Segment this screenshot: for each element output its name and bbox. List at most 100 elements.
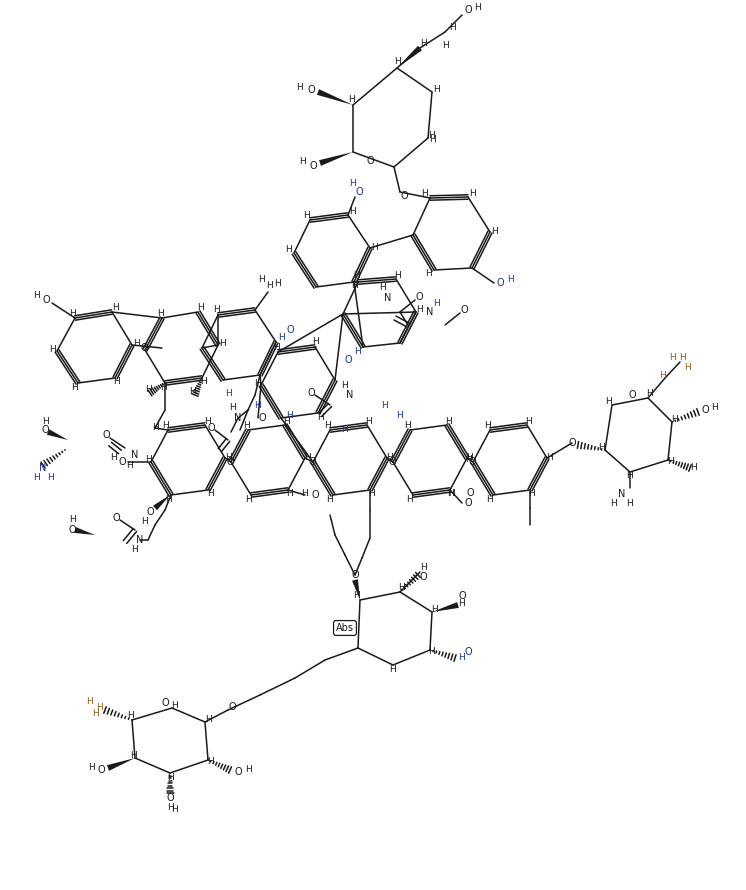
Text: H: H: [342, 381, 348, 390]
Text: H: H: [160, 383, 166, 392]
Text: H: H: [647, 390, 653, 399]
Text: H: H: [283, 417, 290, 425]
Text: H: H: [130, 750, 137, 759]
Text: H: H: [254, 400, 261, 409]
Text: H: H: [110, 454, 116, 463]
Text: H: H: [680, 352, 686, 361]
Text: H: H: [380, 284, 386, 293]
Text: H: H: [348, 95, 355, 104]
Text: H: H: [450, 23, 457, 33]
Text: O: O: [460, 305, 468, 315]
Text: H: H: [151, 424, 158, 433]
Text: H: H: [397, 410, 404, 419]
Text: H: H: [470, 189, 477, 198]
Text: H: H: [670, 352, 677, 361]
Text: H: H: [611, 499, 618, 508]
Text: H: H: [467, 452, 474, 462]
Text: H: H: [145, 456, 151, 465]
Text: O: O: [146, 507, 154, 517]
Text: H: H: [213, 305, 219, 314]
Text: H: H: [86, 698, 93, 707]
Text: N: N: [131, 450, 139, 460]
Text: O: O: [311, 490, 319, 500]
Text: O: O: [68, 525, 76, 535]
Text: H: H: [627, 499, 633, 508]
Text: H: H: [459, 653, 466, 662]
Text: H: H: [712, 402, 718, 411]
Text: H: H: [432, 605, 439, 614]
Text: O: O: [344, 355, 352, 365]
Text: O: O: [226, 457, 233, 467]
Text: O: O: [466, 488, 474, 498]
Text: H: H: [350, 206, 357, 215]
Text: H: H: [259, 276, 266, 285]
Text: H: H: [466, 456, 472, 465]
Text: H: H: [197, 303, 204, 312]
Text: H: H: [133, 339, 140, 349]
Text: O: O: [41, 425, 48, 435]
Text: O: O: [307, 85, 315, 95]
Text: H: H: [71, 383, 78, 392]
Text: H: H: [685, 362, 692, 371]
Text: O: O: [400, 191, 408, 201]
Text: H: H: [404, 420, 411, 430]
Text: H: H: [547, 452, 554, 462]
Text: H: H: [266, 281, 273, 290]
Text: H: H: [225, 452, 232, 462]
Text: O: O: [351, 570, 359, 580]
Text: N: N: [384, 293, 392, 303]
Text: O: O: [112, 513, 120, 523]
Text: O: O: [140, 343, 148, 353]
Text: H: H: [157, 309, 163, 318]
Text: H: H: [200, 377, 207, 386]
Text: O: O: [166, 793, 174, 803]
Polygon shape: [432, 603, 459, 612]
Text: H: H: [33, 473, 40, 482]
Text: H: H: [445, 417, 452, 425]
Text: H: H: [486, 495, 493, 504]
Text: H: H: [354, 271, 360, 280]
Text: O: O: [97, 765, 104, 775]
Text: H: H: [459, 598, 466, 608]
Text: H: H: [407, 495, 413, 504]
Text: H: H: [171, 805, 178, 814]
Text: H: H: [242, 420, 249, 430]
Text: H: H: [228, 403, 236, 412]
Text: O: O: [419, 572, 427, 582]
Text: H: H: [112, 303, 119, 312]
Text: H: H: [286, 410, 293, 419]
Text: H: H: [48, 344, 55, 353]
Text: H: H: [442, 42, 449, 51]
Text: H: H: [318, 412, 325, 422]
Text: H: H: [421, 39, 427, 48]
Text: H: H: [507, 276, 515, 285]
Text: H: H: [274, 343, 280, 352]
Text: H: H: [474, 4, 481, 12]
Text: H: H: [245, 765, 251, 773]
Text: O: O: [207, 423, 215, 433]
Text: O: O: [307, 388, 315, 398]
Text: O: O: [701, 405, 709, 415]
Text: H: H: [492, 226, 498, 236]
Text: H: H: [145, 385, 151, 394]
Text: O: O: [258, 413, 266, 423]
Polygon shape: [107, 758, 135, 771]
Text: Abs: Abs: [336, 623, 354, 633]
Text: H: H: [225, 389, 231, 398]
Text: H: H: [485, 420, 492, 430]
Text: H: H: [304, 211, 310, 220]
Polygon shape: [47, 429, 68, 440]
Polygon shape: [319, 152, 353, 166]
Text: H: H: [429, 648, 436, 657]
Text: H: H: [351, 281, 358, 290]
Text: H: H: [433, 85, 440, 94]
Text: O: O: [416, 292, 423, 302]
Text: H: H: [275, 279, 281, 288]
Text: H: H: [87, 763, 95, 772]
Text: O: O: [496, 278, 504, 288]
Text: N: N: [426, 307, 433, 317]
Text: H: H: [162, 420, 169, 430]
Text: H: H: [166, 773, 173, 781]
Text: O: O: [468, 457, 476, 467]
Text: H: H: [350, 179, 357, 188]
